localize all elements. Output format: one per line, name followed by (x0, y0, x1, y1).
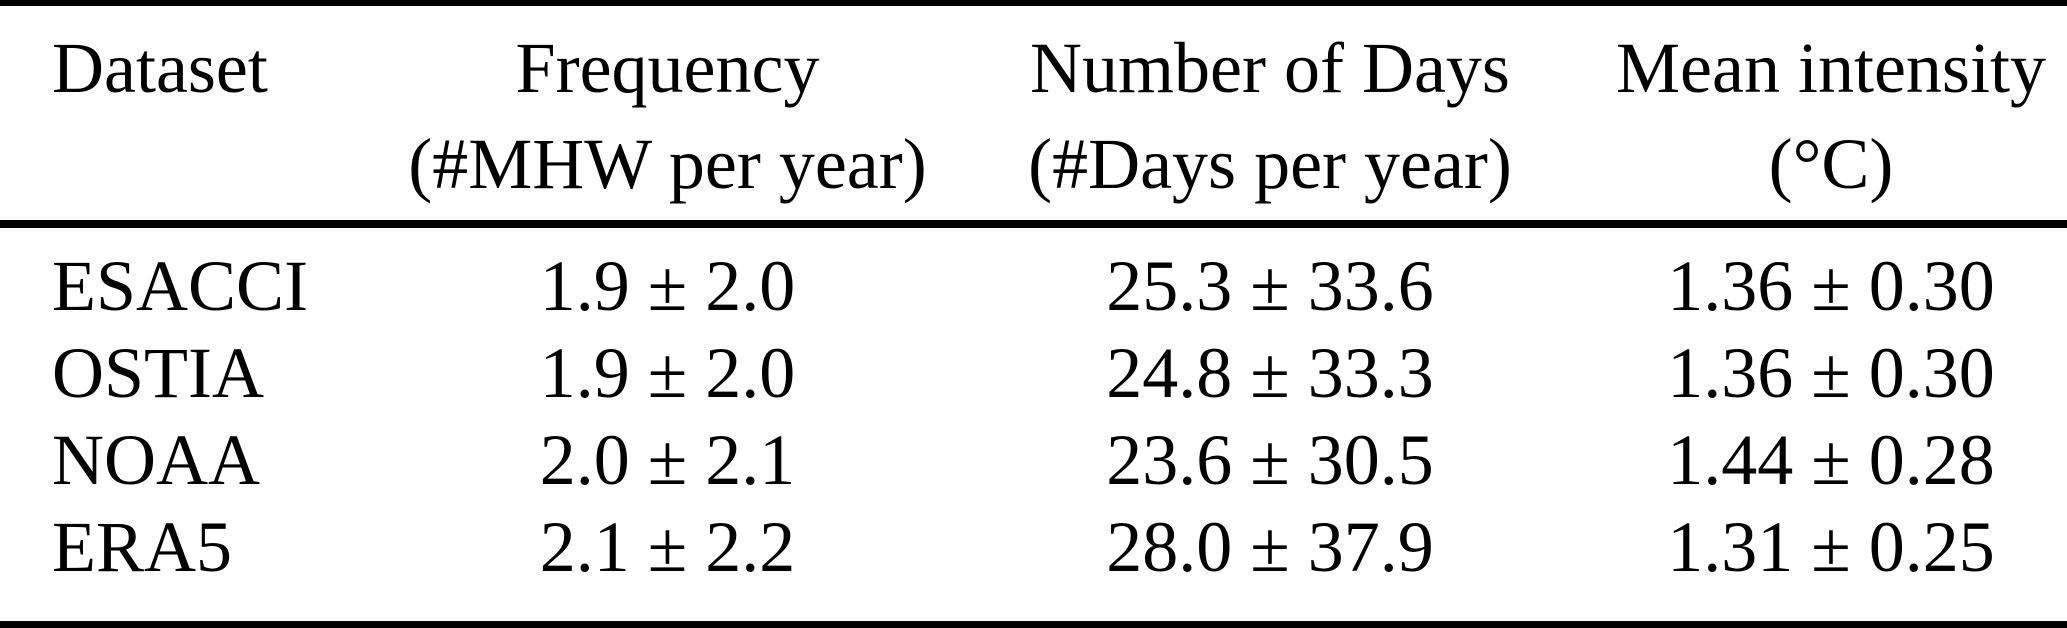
column-header-dataset-line2 (52, 116, 390, 212)
column-header-number-of-days-line1: Number of Days (1030, 28, 1510, 108)
cell-frequency: 2.0 ± 2.1 (539, 420, 796, 500)
cell-dataset: ESACCI (52, 246, 309, 326)
table-row-noaa: NOAA 2.0 ± 2.1 23.6 ± 30.5 1.44 ± 0.28 (0, 417, 2067, 504)
table-top-rule (0, 0, 2067, 6)
column-header-number-of-days-line2: (#Days per year) (1028, 124, 1512, 204)
cell-frequency: 1.9 ± 2.0 (539, 333, 796, 413)
column-header-number-of-days: Number of Days (#Days per year) (945, 20, 1595, 212)
column-header-frequency-line2: (#MHW per year) (408, 124, 927, 204)
cell-frequency: 2.1 ± 2.2 (539, 507, 796, 587)
table-header-row: Dataset Frequency (#MHW per year) Number… (0, 6, 2067, 212)
cell-dataset: ERA5 (52, 507, 232, 587)
table-row-esacci: ESACCI 1.9 ± 2.0 25.3 ± 33.6 1.36 ± 0.30 (0, 243, 2067, 330)
cell-days: 23.6 ± 30.5 (1106, 420, 1434, 500)
column-header-frequency: Frequency (#MHW per year) (390, 20, 945, 212)
table-mid-rule (0, 220, 2067, 228)
cell-frequency: 1.9 ± 2.0 (539, 246, 796, 326)
table-row-ostia: OSTIA 1.9 ± 2.0 24.8 ± 33.3 1.36 ± 0.30 (0, 330, 2067, 417)
column-header-dataset-line1: Dataset (52, 28, 268, 108)
cell-intensity: 1.31 ± 0.25 (1667, 507, 1995, 587)
cell-days: 24.8 ± 33.3 (1106, 333, 1434, 413)
cell-intensity: 1.44 ± 0.28 (1667, 420, 1995, 500)
cell-days: 28.0 ± 37.9 (1106, 507, 1434, 587)
cell-dataset: NOAA (52, 420, 260, 500)
cell-days: 25.3 ± 33.6 (1106, 246, 1434, 326)
column-header-mean-intensity: Mean intensity (°C) (1595, 20, 2067, 212)
table-bottom-rule (0, 621, 2067, 628)
cell-intensity: 1.36 ± 0.30 (1667, 333, 1995, 413)
table-row-era5: ERA5 2.1 ± 2.2 28.0 ± 37.9 1.31 ± 0.25 (0, 504, 2067, 591)
table-body: ESACCI 1.9 ± 2.0 25.3 ± 33.6 1.36 ± 0.30… (0, 228, 2067, 591)
column-header-mean-intensity-line1: Mean intensity (1616, 28, 2046, 108)
cell-intensity: 1.36 ± 0.30 (1667, 246, 1995, 326)
column-header-frequency-line1: Frequency (515, 28, 820, 108)
column-header-mean-intensity-line2: (°C) (1768, 124, 1894, 204)
cell-dataset: OSTIA (52, 333, 264, 413)
column-header-dataset: Dataset (0, 20, 390, 212)
